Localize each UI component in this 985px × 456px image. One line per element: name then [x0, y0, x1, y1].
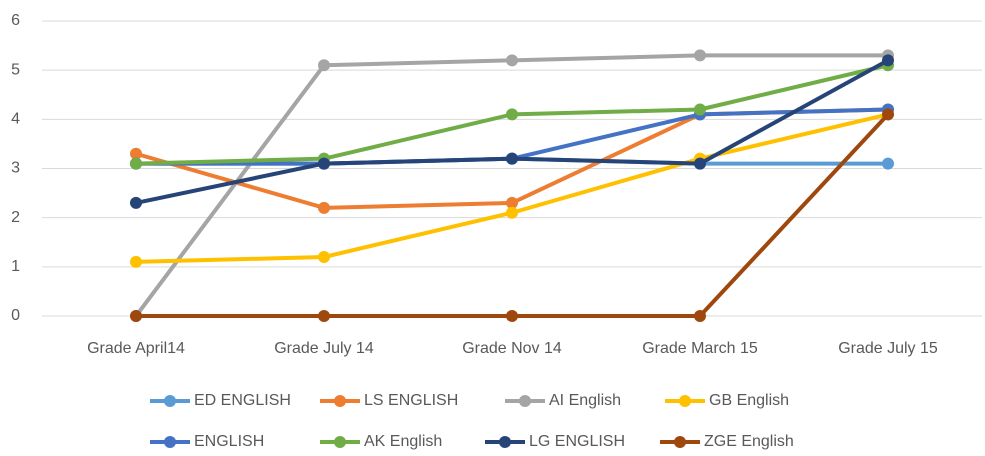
- legend-label: LG ENGLISH: [529, 433, 625, 450]
- y-tick-label: 3: [11, 160, 20, 177]
- legend-label: AI English: [549, 392, 621, 409]
- y-tick-label: 5: [11, 61, 20, 78]
- point: [506, 206, 518, 219]
- legend-label: GB English: [709, 392, 789, 409]
- y-tick-label: 6: [11, 12, 20, 29]
- point: [882, 108, 894, 121]
- legend-label: LS ENGLISH: [364, 392, 458, 409]
- point: [318, 310, 330, 322]
- legend-marker: [674, 436, 686, 448]
- legend-label: AK English: [364, 433, 442, 450]
- point: [506, 54, 518, 67]
- point: [506, 310, 518, 322]
- legend-label: ENGLISH: [194, 433, 264, 450]
- y-tick-label: 2: [11, 209, 20, 226]
- point: [882, 157, 894, 170]
- legend-marker: [499, 436, 511, 448]
- point: [130, 255, 142, 268]
- series-line: [135, 58, 889, 205]
- point: [506, 152, 518, 165]
- legend-label: ED ENGLISH: [194, 392, 291, 409]
- y-tick-label: 4: [11, 111, 20, 128]
- legend-label: ZGE English: [704, 433, 794, 450]
- y-tick-label: 0: [11, 307, 20, 324]
- x-tick-label: Grade March 15: [642, 340, 758, 357]
- point: [318, 157, 330, 170]
- x-tick-label: Grade Nov 14: [462, 340, 562, 357]
- legend-marker: [334, 436, 346, 448]
- x-tick-label: Grade July 15: [838, 340, 938, 357]
- point: [318, 251, 330, 263]
- point: [130, 196, 142, 209]
- point: [694, 103, 706, 116]
- legend-marker: [164, 436, 176, 448]
- point: [130, 310, 142, 322]
- x-tick-label: Grade July 14: [274, 340, 374, 357]
- point: [506, 108, 518, 121]
- point: [318, 201, 330, 214]
- point: [882, 54, 894, 67]
- legend-marker: [679, 395, 691, 407]
- point: [130, 157, 142, 170]
- point: [506, 196, 518, 209]
- point: [694, 49, 706, 62]
- point: [694, 310, 706, 322]
- legend-marker: [519, 395, 531, 407]
- point: [318, 59, 330, 72]
- point: [130, 147, 142, 160]
- y-tick-label: 1: [11, 258, 20, 275]
- x-tick-label: Grade April14: [87, 340, 185, 357]
- point: [694, 157, 706, 170]
- legend-marker: [334, 395, 346, 407]
- legend-marker: [164, 395, 176, 407]
